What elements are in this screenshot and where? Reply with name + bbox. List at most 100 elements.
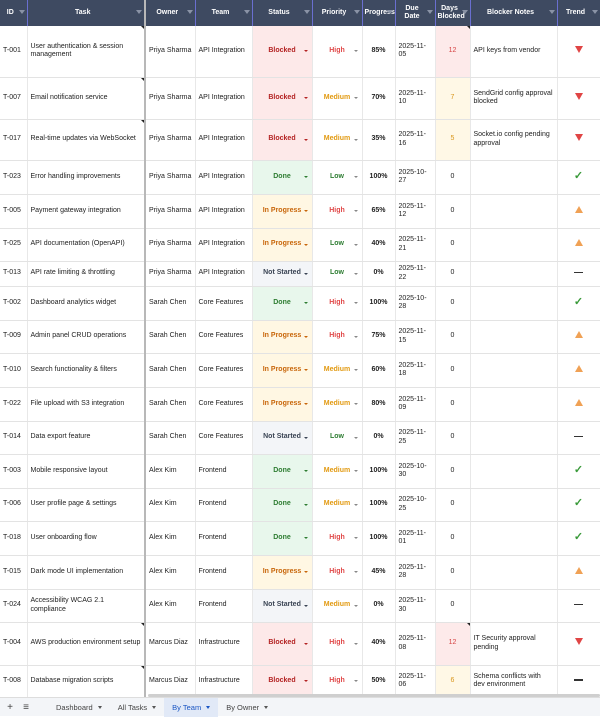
cell-notes[interactable]: Socket.io config pending approval: [470, 119, 558, 161]
cell-days[interactable]: 0: [435, 320, 471, 354]
dropdown-arrow-icon[interactable]: [353, 537, 358, 539]
cell-notes[interactable]: Schema conflicts with dev environment: [470, 665, 558, 697]
cell-days[interactable]: 0: [435, 555, 471, 590]
dropdown-arrow-icon[interactable]: [303, 503, 308, 506]
cell-progress[interactable]: 100%: [362, 160, 396, 195]
cell-priority[interactable]: High: [312, 665, 363, 697]
dropdown-arrow-icon[interactable]: [353, 50, 358, 53]
cell-priority[interactable]: Medium: [312, 77, 363, 120]
dropdown-arrow-icon[interactable]: [353, 210, 358, 212]
dropdown-arrow-icon[interactable]: [303, 97, 308, 99]
cell-task[interactable]: User profile page & settings: [27, 488, 146, 522]
cell-id[interactable]: T-005: [0, 194, 28, 229]
cell-due[interactable]: 2025-11-01: [395, 521, 436, 556]
dropdown-arrow-icon[interactable]: [353, 642, 358, 645]
cell-progress[interactable]: 0%: [362, 421, 396, 455]
cell-trend[interactable]: ✓: [557, 160, 600, 195]
cell-priority[interactable]: Medium: [312, 353, 363, 388]
cell-days[interactable]: 0: [435, 387, 471, 422]
cell-team[interactable]: API Integration: [195, 160, 253, 195]
cell-progress[interactable]: 75%: [362, 320, 396, 354]
cell-progress[interactable]: 0%: [362, 589, 396, 623]
cell-owner[interactable]: Priya Sharma: [145, 160, 196, 195]
filter-icon[interactable]: [426, 10, 433, 14]
dropdown-arrow-icon[interactable]: [303, 335, 308, 338]
cell-progress[interactable]: 40%: [362, 228, 396, 262]
cell-notes[interactable]: [470, 555, 558, 590]
cell-task[interactable]: Payment gateway integration: [27, 194, 146, 229]
cell-progress[interactable]: 40%: [362, 622, 396, 666]
dropdown-arrow-icon[interactable]: [353, 604, 358, 607]
cell-trend[interactable]: [557, 589, 600, 623]
column-header-progress[interactable]: Progress: [362, 0, 396, 26]
dropdown-arrow-icon[interactable]: [353, 176, 358, 178]
column-header-priority[interactable]: Priority: [312, 0, 363, 26]
dropdown-arrow-icon[interactable]: [353, 302, 358, 304]
dropdown-arrow-icon[interactable]: [353, 272, 358, 275]
add-sheet-icon[interactable]: +: [7, 701, 13, 713]
cell-id[interactable]: T-025: [0, 228, 28, 262]
cell-days[interactable]: 0: [435, 194, 471, 229]
cell-status[interactable]: In Progress: [252, 194, 313, 229]
filter-icon[interactable]: [461, 10, 468, 14]
cell-status[interactable]: Blocked: [252, 665, 313, 697]
cell-id[interactable]: T-013: [0, 261, 28, 287]
cell-trend[interactable]: [557, 194, 600, 229]
cell-task[interactable]: Database migration scripts: [27, 665, 146, 697]
cell-priority[interactable]: High: [312, 194, 363, 229]
cell-notes[interactable]: IT Security approval pending: [470, 622, 558, 666]
cell-status[interactable]: Done: [252, 286, 313, 321]
cell-status[interactable]: Not Started: [252, 589, 313, 623]
cell-progress[interactable]: 60%: [362, 353, 396, 388]
cell-priority[interactable]: Low: [312, 160, 363, 195]
filter-icon[interactable]: [303, 10, 310, 14]
cell-due[interactable]: 2025-11-09: [395, 387, 436, 422]
cell-task[interactable]: Data export feature: [27, 421, 146, 455]
cell-progress[interactable]: 100%: [362, 286, 396, 321]
cell-team[interactable]: API Integration: [195, 261, 253, 287]
cell-notes[interactable]: [470, 320, 558, 354]
cell-notes[interactable]: [470, 521, 558, 556]
cell-owner[interactable]: Marcus Diaz: [145, 665, 196, 697]
cell-progress[interactable]: 50%: [362, 665, 396, 697]
cell-priority[interactable]: Low: [312, 228, 363, 262]
cell-status[interactable]: Done: [252, 454, 313, 489]
cell-priority[interactable]: High: [312, 26, 363, 78]
cell-owner[interactable]: Alex Kim: [145, 454, 196, 489]
cell-task[interactable]: Accessibility WCAG 2.1 compliance: [27, 589, 146, 623]
dropdown-arrow-icon[interactable]: [353, 243, 358, 246]
filter-icon[interactable]: [18, 10, 25, 14]
cell-due[interactable]: 2025-10-30: [395, 454, 436, 489]
cell-trend[interactable]: [557, 26, 600, 78]
cell-trend[interactable]: [557, 421, 600, 455]
cell-owner[interactable]: Priya Sharma: [145, 119, 196, 161]
cell-progress[interactable]: 65%: [362, 194, 396, 229]
cell-team[interactable]: Frontend: [195, 488, 253, 522]
dropdown-arrow-icon[interactable]: [353, 680, 358, 682]
dropdown-arrow-icon[interactable]: [303, 50, 308, 53]
cell-due[interactable]: 2025-11-18: [395, 353, 436, 388]
cell-owner[interactable]: Alex Kim: [145, 555, 196, 590]
cell-due[interactable]: 2025-11-08: [395, 622, 436, 666]
cell-due[interactable]: 2025-11-25: [395, 421, 436, 455]
cell-id[interactable]: T-006: [0, 488, 28, 522]
cell-trend[interactable]: [557, 261, 600, 287]
cell-team[interactable]: Frontend: [195, 589, 253, 623]
cell-trend[interactable]: [557, 622, 600, 666]
column-header-notes[interactable]: Blocker Notes: [470, 0, 558, 26]
cell-notes[interactable]: [470, 353, 558, 388]
column-header-id[interactable]: ID: [0, 0, 28, 26]
cell-trend[interactable]: ✓: [557, 454, 600, 489]
cell-id[interactable]: T-004: [0, 622, 28, 666]
cell-progress[interactable]: 45%: [362, 555, 396, 590]
cell-task[interactable]: Error handling improvements: [27, 160, 146, 195]
sheet-tab-by-owner[interactable]: By Owner: [218, 698, 276, 717]
cell-due[interactable]: 2025-11-16: [395, 119, 436, 161]
column-header-days[interactable]: Days Blocked: [435, 0, 471, 26]
cell-priority[interactable]: Medium: [312, 119, 363, 161]
cell-progress[interactable]: 70%: [362, 77, 396, 120]
cell-team[interactable]: Infrastructure: [195, 665, 253, 697]
cell-trend[interactable]: [557, 320, 600, 354]
column-header-task[interactable]: Task: [27, 0, 146, 26]
cell-priority[interactable]: Medium: [312, 589, 363, 623]
